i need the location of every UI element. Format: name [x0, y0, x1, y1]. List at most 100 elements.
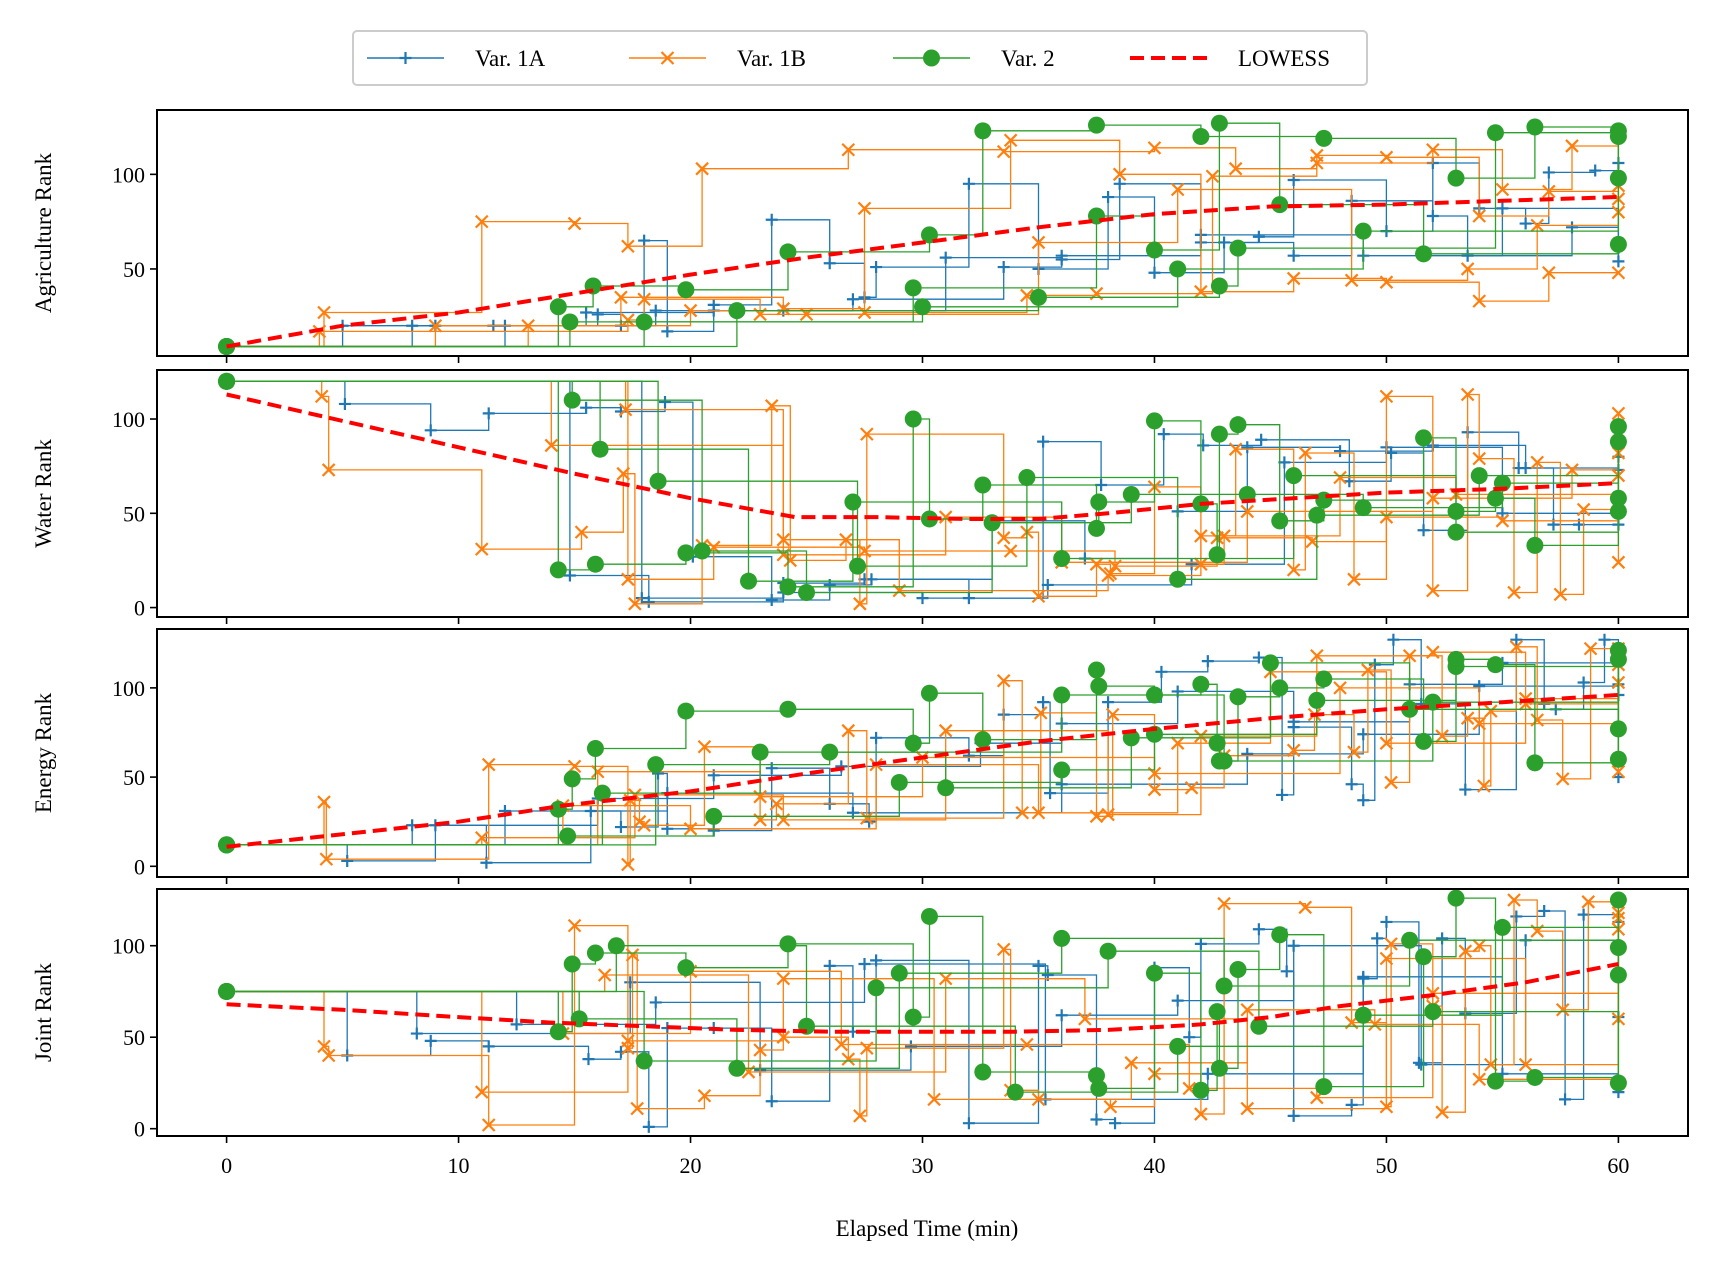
- var1b-marker: [1147, 782, 1162, 797]
- var1a-marker: [642, 1120, 655, 1133]
- var1b-marker: [1611, 406, 1626, 421]
- var1b-marker: [1426, 583, 1440, 598]
- var1a-marker: [1357, 970, 1370, 983]
- legend-label: Var. 1A: [475, 46, 546, 71]
- var2-marker: [890, 964, 908, 982]
- var1a-marker: [1412, 1056, 1425, 1069]
- var2-marker: [1424, 1003, 1442, 1021]
- var2-marker: [586, 944, 604, 962]
- var2-marker: [1090, 677, 1108, 695]
- var2-marker: [904, 734, 922, 752]
- x-tick-label: 50: [1375, 1153, 1397, 1178]
- var1a-marker: [1155, 665, 1168, 678]
- var2-marker: [1169, 260, 1187, 278]
- var2-marker: [693, 542, 711, 560]
- var1a-marker: [1415, 1058, 1428, 1071]
- y-tick-label: 100: [112, 934, 145, 959]
- var1a-marker: [904, 1040, 917, 1053]
- var1b-marker: [474, 214, 489, 229]
- var1a-marker: [997, 261, 1010, 274]
- var1b-marker: [1020, 1037, 1034, 1052]
- var1b-marker: [1426, 645, 1440, 659]
- var2-marker: [1447, 523, 1465, 541]
- var2-marker: [1261, 654, 1279, 672]
- var1b-marker: [1553, 587, 1568, 602]
- var1b-marker: [1368, 1017, 1382, 1032]
- var1a-series: [220, 633, 1625, 869]
- var2-marker: [1192, 127, 1210, 145]
- var1a-marker: [962, 177, 975, 190]
- var2-marker: [1145, 412, 1163, 430]
- var1b-marker: [1031, 235, 1046, 250]
- var1a-marker: [482, 1040, 495, 1053]
- var1b-marker: [1472, 451, 1487, 466]
- var2-marker: [1354, 1006, 1372, 1024]
- var1a-marker: [424, 424, 437, 437]
- var1b-marker: [1298, 900, 1313, 915]
- var2-marker: [1145, 241, 1163, 259]
- var2-marker: [1609, 966, 1627, 984]
- var1b-marker: [1495, 182, 1510, 197]
- var2-marker: [1609, 650, 1627, 668]
- var2-marker: [559, 827, 577, 845]
- var1b-marker: [1460, 387, 1475, 402]
- plot-area: [218, 633, 1627, 872]
- var2-marker: [937, 779, 955, 797]
- var1a-marker: [1287, 939, 1300, 952]
- var1b-marker: [834, 1037, 849, 1052]
- var1b-marker: [1611, 764, 1626, 779]
- var1b-marker: [428, 318, 443, 333]
- lowess-line: [226, 693, 1619, 849]
- var2-marker: [1609, 939, 1627, 957]
- var1a-marker: [1055, 1009, 1068, 1022]
- var1b-marker: [521, 318, 535, 333]
- var2-marker: [1308, 691, 1326, 709]
- var1a-marker: [1109, 1117, 1122, 1130]
- var2-marker: [1229, 688, 1247, 706]
- var2-marker: [920, 684, 938, 702]
- y-tick-label: 100: [112, 676, 145, 701]
- var1a-marker: [1287, 1109, 1300, 1122]
- var2-marker: [1415, 429, 1433, 447]
- var1b-marker: [853, 597, 867, 611]
- var1a-marker: [765, 594, 778, 607]
- var1a-marker: [765, 213, 778, 226]
- var1b-marker: [1103, 1099, 1118, 1114]
- var1a-marker: [341, 854, 354, 867]
- var2-marker: [890, 773, 908, 791]
- var1a-marker: [1426, 209, 1439, 222]
- legend-entry-var2: Var. 2: [893, 46, 1055, 71]
- var1b-marker: [1194, 729, 1208, 743]
- var2-marker: [728, 1059, 746, 1077]
- var1b-marker: [1530, 218, 1544, 233]
- var2-marker: [1526, 536, 1544, 554]
- var1b-marker: [474, 542, 489, 556]
- var1b-marker: [695, 161, 709, 176]
- var1b-marker: [996, 673, 1011, 688]
- var1b-marker: [1484, 1057, 1498, 1072]
- var2-marker: [1087, 519, 1105, 537]
- var1b-marker: [321, 1048, 336, 1063]
- var1b-marker: [841, 142, 856, 157]
- var1a-marker: [1102, 191, 1115, 204]
- var1b-marker: [1542, 184, 1556, 199]
- var2-line-3: [226, 926, 1620, 1093]
- var1a-marker: [939, 251, 952, 264]
- var1a-marker: [1201, 655, 1214, 668]
- var2-marker: [218, 338, 236, 356]
- var1b-marker: [857, 201, 872, 216]
- var2-line-1: [226, 380, 1620, 588]
- var2-marker: [867, 979, 885, 997]
- var1a-marker: [1577, 908, 1590, 921]
- var1a-marker: [661, 325, 674, 338]
- var2-marker: [1208, 1003, 1226, 1021]
- var1b-marker: [1217, 896, 1231, 911]
- var1a-marker: [1197, 439, 1210, 452]
- legend-frame: [352, 30, 1368, 86]
- var2-marker: [1210, 114, 1228, 132]
- var1b-marker: [857, 305, 872, 320]
- var1a-marker: [480, 856, 493, 869]
- var1b-marker: [1611, 555, 1626, 570]
- var1a-marker: [1037, 435, 1050, 448]
- var1a-marker: [510, 1018, 523, 1031]
